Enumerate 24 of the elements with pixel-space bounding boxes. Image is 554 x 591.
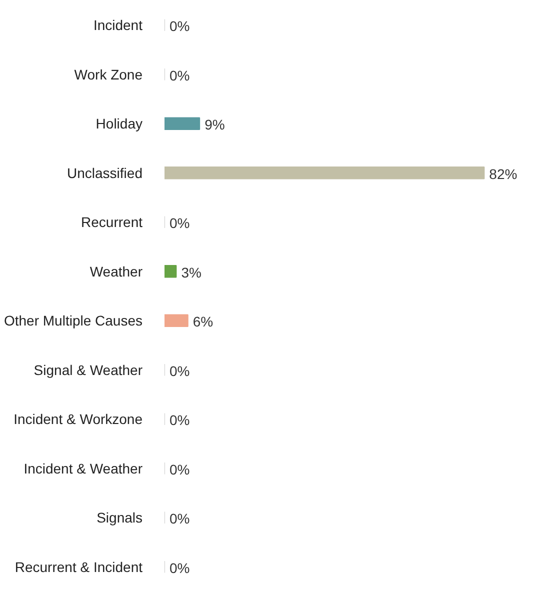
y-tick-label: Holiday [96,116,143,132]
y-tick-label: Other Multiple Causes [4,312,143,329]
y-tick-label: Incident & Workzone [14,411,143,428]
data-label: 0% [170,412,190,428]
y-tick-label: Unclassified [67,164,143,181]
data-label: 6% [192,314,214,330]
y-tick-label: Recurrent & Incident [14,558,143,575]
data-label: 0% [170,461,190,478]
y-tick-label: Signals [96,510,143,526]
y-tick-label: Signal & Weather [34,362,143,378]
data-label: 3% [181,264,202,280]
data-label: 0% [170,18,190,34]
data-label: 0% [170,560,190,576]
data-label: 0% [170,67,190,84]
data-label: 0% [170,510,190,527]
y-tick-label: Weather [90,263,143,280]
data-label: 0% [170,215,190,232]
y-tick-label: Work Zone [74,66,143,82]
y-tick-label: Recurrent [81,214,143,230]
y-tick-label: Incident [93,17,143,34]
data-label: 9% [204,116,225,133]
data-label: 82% [489,166,518,182]
data-label: 0% [170,362,190,379]
y-tick-label: Incident & Weather [24,460,143,476]
